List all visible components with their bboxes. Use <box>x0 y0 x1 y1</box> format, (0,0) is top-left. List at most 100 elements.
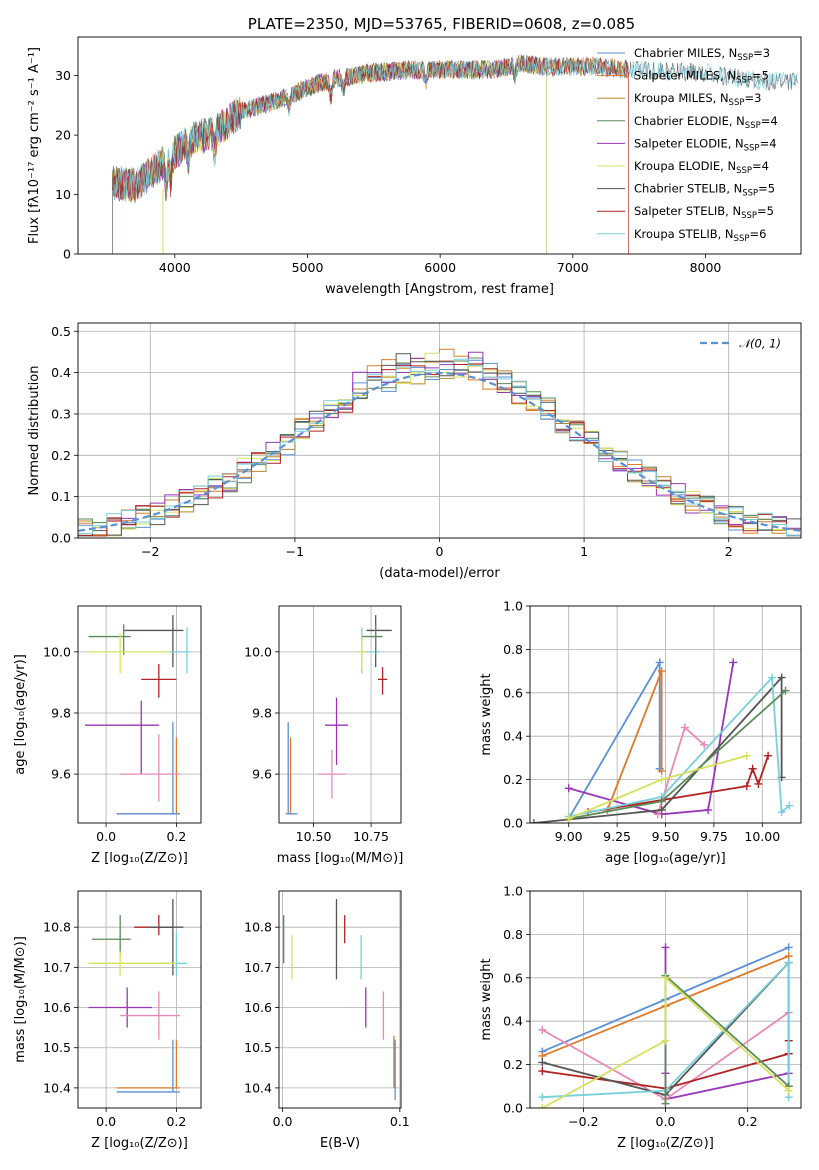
error-bar-point-8 <box>88 633 170 674</box>
x-tick-label: 0.1 <box>390 1114 410 1129</box>
axes-frame <box>77 322 802 539</box>
legend-sub: SSP <box>745 121 761 131</box>
y-tick-label: 10.5 <box>43 1040 71 1055</box>
x-tick-label: 0.0 <box>656 1114 676 1129</box>
legend-name: Chabrier ELODIE, N <box>634 114 745 128</box>
legend-sub: SSP <box>742 189 758 199</box>
x-tick-label: 9.25 <box>603 829 631 844</box>
x-tick-label: −1 <box>286 544 304 559</box>
legend-entry: Chabrier MILES, NSSP=3 <box>634 46 770 63</box>
x-tick-label: 7000 <box>557 260 589 275</box>
y-tick-label: 0.0 <box>503 816 523 831</box>
weight-marker <box>742 782 751 791</box>
y-tick-label: 20 <box>55 128 71 143</box>
error-bar-point-0 <box>116 737 180 815</box>
x-tick-label: −2 <box>141 544 159 559</box>
weight-marker <box>661 1099 670 1108</box>
legend-sub: SSP <box>737 53 753 63</box>
y-tick-label: 0.2 <box>503 1057 523 1072</box>
legend-sub: SSP <box>744 143 760 153</box>
weight-marker <box>661 943 670 952</box>
weight-marker <box>784 943 793 952</box>
y-tick-label: 0.0 <box>503 1101 523 1116</box>
x-tick-label: 1 <box>580 544 588 559</box>
legend-name: Kroupa STELIB, N <box>634 227 734 241</box>
legend-sub: SSP <box>734 234 750 244</box>
y-tick-label: 0.2 <box>503 772 523 787</box>
y-tick-label: 30 <box>55 68 71 83</box>
legend-suffix: =4 <box>760 136 777 150</box>
weight-marker <box>742 751 751 760</box>
weight-series-8 <box>568 754 748 820</box>
weight-series-2 <box>664 947 789 1101</box>
legend-suffix: =4 <box>752 159 769 173</box>
y-tick-label: 10.5 <box>244 1040 272 1055</box>
legend-entry: 𝒩(0, 1) <box>739 337 781 351</box>
y-tick-label: 0.4 <box>503 1014 523 1029</box>
x-tick-label: 9.00 <box>555 829 583 844</box>
y-axis-label: mass weight <box>479 958 494 1040</box>
x-axis-label: Z [log₁₀(Z/Z⊙)] <box>617 1136 714 1151</box>
y-tick-label: 10.8 <box>244 920 272 935</box>
error-bar-point-5 <box>148 899 184 976</box>
legend-entry: Kroupa STELIB, NSSP=6 <box>634 227 766 244</box>
weight-marker <box>657 766 666 775</box>
x-axis-label: Z [log₁₀(Z/Z⊙)] <box>91 1136 188 1151</box>
x-tick-label: 9.50 <box>652 829 680 844</box>
legend-sub: SSP <box>729 98 745 108</box>
weight-marker <box>657 805 666 814</box>
weight-series-0 <box>567 659 661 820</box>
error-bar-point-6 <box>169 627 191 674</box>
weight-marker <box>729 658 738 667</box>
weight-marker <box>538 1025 547 1034</box>
chart-title: PLATE=2350, MJD=53765, FIBERID=0608, z=0… <box>248 15 635 33</box>
x-tick-label: 0.0 <box>273 1114 293 1129</box>
weight-marker <box>657 775 666 784</box>
weight-marker <box>704 805 713 814</box>
x-tick-label: 2 <box>725 544 733 559</box>
error-bar-point-4 <box>134 915 173 936</box>
y-axis-label: Normed distribution <box>27 366 42 496</box>
error-bar-point-1 <box>116 722 180 815</box>
x-axis-label: wavelength [Angstrom, rest frame] <box>325 282 554 297</box>
y-tick-label: 0.4 <box>51 365 71 380</box>
y-tick-label: 0.6 <box>503 970 523 985</box>
error-bar-point-2 <box>325 697 349 765</box>
legend-name: Salpeter STELIB, N <box>634 204 741 218</box>
weight-marker <box>680 723 689 732</box>
x-tick-label: 0.2 <box>166 829 186 844</box>
panel-age-vs-mass: 10.50 10.75 9.6 9.8 10.0 mass [log₁₀(M/M⊙)] <box>244 605 403 866</box>
x-tick-label: 10.50 <box>296 829 332 844</box>
y-tick-label: 10.7 <box>43 960 71 975</box>
error-bar-point-5 <box>123 615 184 668</box>
y-tick-label: 10.0 <box>43 644 71 659</box>
x-tick-label: 8000 <box>690 260 722 275</box>
legend-suffix: =3 <box>744 91 761 105</box>
axes-frame <box>278 605 402 824</box>
x-tick-label: 5000 <box>292 260 324 275</box>
weight-marker <box>653 810 662 819</box>
error-bar-point-7 <box>361 624 383 655</box>
plot-area <box>283 899 396 1100</box>
error-bar-point-3 <box>120 991 180 1040</box>
error-bar-point-0 <box>116 1039 180 1089</box>
weight-marker <box>748 764 757 773</box>
weight-series-5 <box>533 675 783 823</box>
error-bar-point-6 <box>357 627 381 674</box>
plot-area <box>85 615 191 815</box>
x-tick-label: 0.0 <box>96 1114 116 1129</box>
y-tick-label: 0.2 <box>51 448 71 463</box>
normal-curve <box>78 371 801 532</box>
legend-name: Kroupa ELODIE, N <box>634 159 736 173</box>
weight-marker <box>530 819 538 823</box>
error-bar-point-3 <box>120 734 180 802</box>
plot-area <box>88 899 187 1093</box>
legend-sub: SSP <box>741 211 757 221</box>
error-bar-point-2 <box>85 700 159 775</box>
weight-marker <box>657 667 666 676</box>
plot-area <box>78 348 801 537</box>
legend-name: Chabrier MILES, N <box>634 46 737 60</box>
panel-age-vs-Z: 0.0 0.2 9.6 9.8 10.0 Z [log₁₀(Z/Z⊙)] age [log₁… <box>13 605 202 866</box>
legend-entry: Chabrier STELIB, NSSP=5 <box>634 182 775 199</box>
weight-marker <box>784 958 793 967</box>
